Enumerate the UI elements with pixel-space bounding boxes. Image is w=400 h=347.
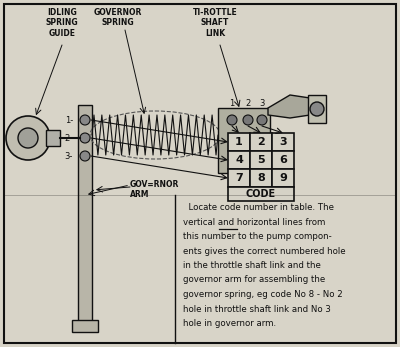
Bar bbox=[250, 151, 272, 169]
Circle shape bbox=[80, 151, 90, 161]
Bar bbox=[250, 133, 272, 151]
Text: this number to the pump compon-: this number to the pump compon- bbox=[183, 232, 332, 241]
Circle shape bbox=[227, 115, 237, 125]
Bar bbox=[250, 169, 272, 187]
Bar bbox=[228, 133, 250, 151]
Text: 7: 7 bbox=[235, 173, 243, 183]
Text: 2: 2 bbox=[257, 137, 265, 147]
Text: CODE: CODE bbox=[246, 189, 276, 199]
Bar bbox=[228, 187, 294, 201]
Bar bbox=[272, 151, 294, 169]
Bar bbox=[46, 130, 60, 146]
Bar bbox=[272, 169, 294, 187]
Text: TI-ROTTLE
SHAFT
LINK: TI-ROTTLE SHAFT LINK bbox=[193, 8, 237, 38]
Bar bbox=[228, 151, 250, 169]
Text: 1-: 1- bbox=[65, 116, 73, 125]
Circle shape bbox=[257, 115, 267, 125]
Text: 2-: 2- bbox=[65, 134, 73, 143]
Text: 3-: 3- bbox=[65, 152, 73, 161]
Text: governor arm for assembling the: governor arm for assembling the bbox=[183, 276, 325, 285]
Bar bbox=[272, 133, 294, 151]
Circle shape bbox=[6, 116, 50, 160]
Polygon shape bbox=[268, 95, 310, 118]
Text: governor spring, eg code No 8 - No 2: governor spring, eg code No 8 - No 2 bbox=[183, 290, 343, 299]
Text: 3: 3 bbox=[259, 99, 265, 108]
Text: hole in governor arm.: hole in governor arm. bbox=[183, 319, 276, 328]
Circle shape bbox=[80, 133, 90, 143]
Text: GOVERNOR
SPRING: GOVERNOR SPRING bbox=[94, 8, 142, 27]
Text: 2: 2 bbox=[245, 99, 251, 108]
Text: hole in throttle shaft link and No 3: hole in throttle shaft link and No 3 bbox=[183, 305, 331, 313]
Text: GOV=RNOR
ARM: GOV=RNOR ARM bbox=[130, 180, 179, 200]
Circle shape bbox=[18, 128, 38, 148]
Bar bbox=[228, 169, 250, 187]
Text: vertical and horizontal lines from: vertical and horizontal lines from bbox=[183, 218, 325, 227]
Bar bbox=[218, 108, 270, 173]
Bar bbox=[72, 320, 98, 332]
Text: 4: 4 bbox=[235, 155, 243, 165]
Bar bbox=[308, 95, 326, 123]
Text: 1: 1 bbox=[235, 137, 243, 147]
Text: in the throttle shaft link and the: in the throttle shaft link and the bbox=[183, 261, 321, 270]
Circle shape bbox=[243, 115, 253, 125]
Text: IDLING
SPRING
GUIDE: IDLING SPRING GUIDE bbox=[46, 8, 78, 38]
Circle shape bbox=[310, 102, 324, 116]
Circle shape bbox=[80, 115, 90, 125]
Text: 1: 1 bbox=[229, 99, 235, 108]
Text: Locate code number in table. The: Locate code number in table. The bbox=[183, 203, 334, 212]
Text: 3: 3 bbox=[279, 137, 287, 147]
Text: ents gives the correct numbered hole: ents gives the correct numbered hole bbox=[183, 246, 346, 255]
Text: 5: 5 bbox=[257, 155, 265, 165]
Text: 8: 8 bbox=[257, 173, 265, 183]
Text: 6: 6 bbox=[279, 155, 287, 165]
Bar bbox=[78, 105, 92, 325]
Text: 9: 9 bbox=[279, 173, 287, 183]
